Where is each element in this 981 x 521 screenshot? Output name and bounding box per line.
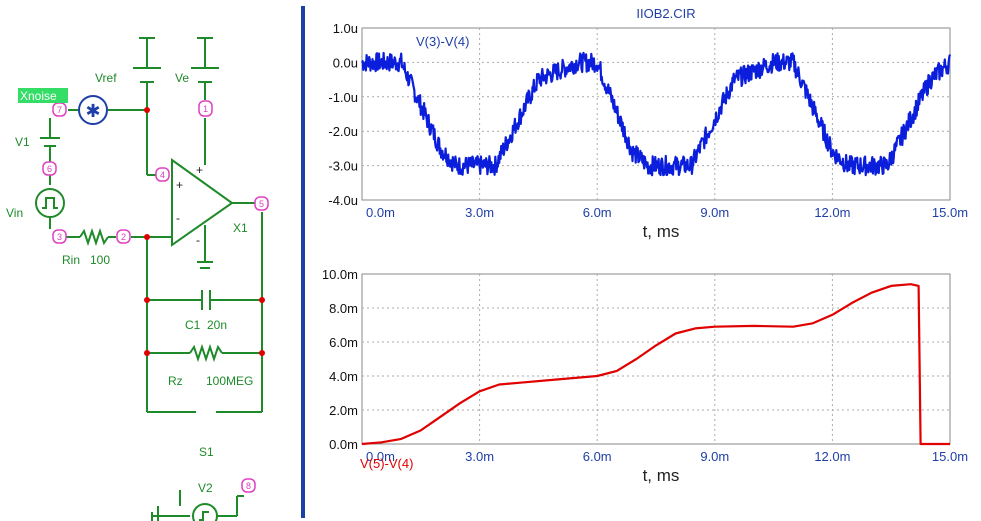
chart-bottom-y-ticks: 10.0m 8.0m 6.0m 4.0m 2.0m 0.0m [322, 267, 358, 452]
x1-label: X1 [233, 221, 248, 235]
y-tick-label: -1.0u [328, 90, 358, 105]
x-tick-label: 9.0m [700, 449, 729, 464]
y-tick-label: -2.0u [328, 124, 358, 139]
chart-bottom-grid [362, 274, 950, 444]
chart-top-y-ticks: 1.0u 0.0u -1.0u -2.0u -3.0u -4.0u [328, 21, 358, 208]
node-7: 7 [57, 105, 62, 115]
chart-bottom-x-ticks: 0.0m 3.0m 6.0m 9.0m 12.0m 15.0m [366, 449, 968, 464]
vin-label: Vin [6, 206, 23, 220]
series-line [361, 283, 950, 446]
node-8: 8 [246, 481, 251, 491]
opamp-plus: + [196, 163, 203, 177]
chart-top-frame [361, 27, 951, 201]
plot-area: 1.0u 0.0u -1.0u -2.0u -3.0u -4.0u 0.0m 3.0m 6.0… [322, 6, 968, 485]
y-tick-label: 2.0m [329, 403, 358, 418]
series-line [361, 51, 952, 177]
chart-bottom-xlabel: t, ms [643, 466, 680, 485]
chart-top-xlabel: t, ms [643, 222, 680, 241]
rin-value: 100 [90, 253, 110, 267]
xnoise-highlight [18, 88, 68, 103]
junction-dots [144, 107, 265, 356]
y-tick-label: 0.0m [329, 437, 358, 452]
y-tick-label: -4.0u [328, 193, 358, 208]
x-tick-label: 12.0m [814, 449, 850, 464]
vref-label: Vref [95, 71, 117, 85]
node-2: 2 [121, 232, 126, 242]
node-6: 6 [47, 164, 52, 174]
chart-bottom-series [361, 283, 950, 446]
chart-top-legend-label: V(3)-V(4) [416, 34, 469, 49]
vref-noise-source: ✱ [78, 95, 108, 125]
rin-label: Rin [62, 253, 80, 267]
c1-label: C1 [185, 318, 201, 332]
x-tick-label: 3.0m [465, 205, 494, 220]
schematic-wires [35, 37, 263, 521]
chart-top-title: IIOB2.CIR [636, 6, 695, 21]
x-tick-label: 6.0m [583, 449, 612, 464]
opamp-input-minus: - [176, 211, 180, 225]
chart-top: 1.0u 0.0u -1.0u -2.0u -3.0u -4.0u 0.0m 3.0m 6.0… [328, 6, 968, 241]
v2-label: V2 [198, 481, 213, 495]
rz-label: Rz [168, 374, 183, 388]
chart-top-x-ticks: 0.0m 3.0m 6.0m 9.0m 12.0m 15.0m [366, 205, 968, 220]
ve-label: Ve [175, 71, 189, 85]
svg-text:✱: ✱ [85, 101, 100, 121]
x-tick-label: 15.0m [932, 205, 968, 220]
y-tick-label: 6.0m [329, 335, 358, 350]
y-tick-label: 0.0u [333, 55, 358, 70]
opamp-input-plus: + [176, 178, 183, 192]
c1-value: 20n [207, 318, 227, 332]
chart-bottom: 10.0m 8.0m 6.0m 4.0m 2.0m 0.0m 0.0m 3.0m 6.0m 9.… [322, 267, 968, 485]
y-tick-label: 1.0u [333, 21, 358, 36]
node-markers: 7 1 4 6 5 3 2 8 [42, 100, 269, 493]
y-tick-label: 4.0m [329, 369, 358, 384]
y-tick-label: 10.0m [322, 267, 358, 282]
x-tick-label: 0.0m [366, 205, 395, 220]
chart-bottom-legend-label: V(5)-V(4) [360, 456, 413, 471]
x-tick-label: 9.0m [700, 205, 729, 220]
panel-divider [301, 6, 305, 518]
x-tick-label: 0.0m [366, 449, 395, 464]
node-4: 4 [160, 170, 165, 180]
circuit-schematic: ✱ 7 1 4 6 5 3 2 8 Xnoise Vref Ve V1 Vin … [6, 37, 269, 521]
xnoise-label: Xnoise [20, 89, 57, 103]
y-tick-label: -3.0u [328, 159, 358, 174]
x-tick-label: 3.0m [465, 449, 494, 464]
x-tick-label: 15.0m [932, 449, 968, 464]
node-3: 3 [57, 232, 62, 242]
v1-label: V1 [15, 135, 30, 149]
chart-top-series [361, 51, 952, 177]
component-labels: Xnoise Vref Ve V1 Vin Rin 100 X1 C1 20n … [6, 71, 253, 495]
chart-bottom-frame [361, 273, 951, 445]
y-tick-label: 8.0m [329, 301, 358, 316]
x-tick-label: 6.0m [583, 205, 612, 220]
node-5: 5 [259, 199, 264, 209]
rz-value: 100MEG [206, 374, 253, 388]
opamp-minus: - [196, 233, 200, 247]
x-tick-label: 12.0m [814, 205, 850, 220]
node-1: 1 [203, 104, 208, 114]
s1-label: S1 [199, 445, 214, 459]
